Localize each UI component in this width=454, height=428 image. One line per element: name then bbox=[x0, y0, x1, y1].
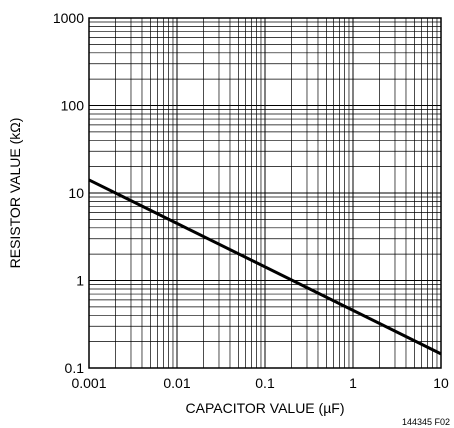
y-tick-label: 100 bbox=[61, 98, 85, 114]
figure-id-label: 144345 F02 bbox=[402, 417, 450, 427]
y-tick-label: 0.1 bbox=[65, 360, 85, 376]
y-tick-label: 1 bbox=[76, 273, 84, 289]
y-tick-label: 1000 bbox=[53, 10, 84, 26]
grid-lines bbox=[88, 18, 441, 369]
x-axis-title: CAPACITOR VALUE (µF) bbox=[186, 400, 345, 416]
y-tick-labels: 0.1 1 10 100 1000 bbox=[53, 10, 84, 376]
data-series bbox=[88, 178, 442, 356]
x-tick-label: 0.001 bbox=[71, 375, 106, 391]
x-tick-label: 10 bbox=[433, 375, 449, 391]
x-tick-label: 0.1 bbox=[255, 375, 275, 391]
y-axis-title: RESISTOR VALUE (kΩ) bbox=[7, 118, 23, 269]
series-line bbox=[88, 178, 442, 356]
y-tick-label: 10 bbox=[68, 185, 84, 201]
x-tick-label: 1 bbox=[349, 375, 357, 391]
x-tick-label: 0.01 bbox=[163, 375, 190, 391]
x-tick-labels: 0.001 0.01 0.1 1 10 bbox=[71, 375, 449, 391]
plot-frame bbox=[88, 17, 442, 369]
